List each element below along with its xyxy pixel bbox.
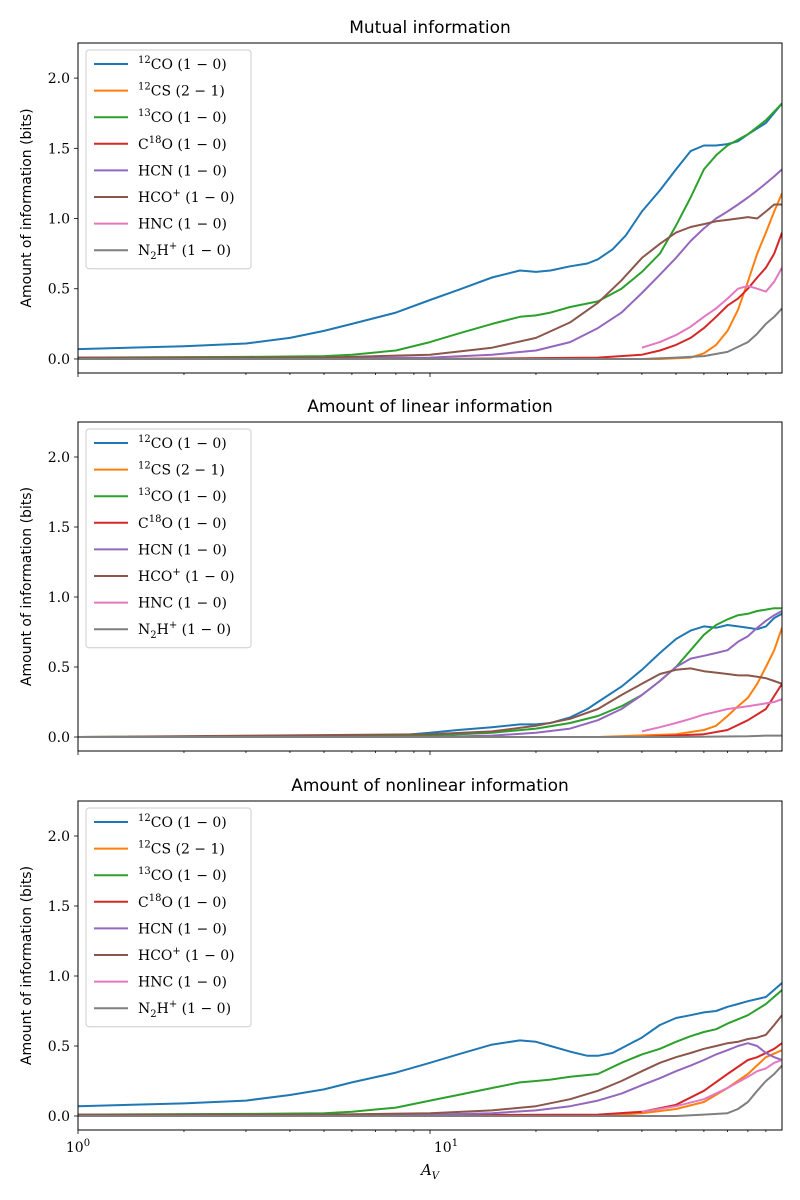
y-axis-label: Amount of information (bits) <box>19 866 35 1065</box>
plot-frame <box>77 800 783 1131</box>
legend-label: HCO+ (1 − 0) <box>138 946 235 964</box>
legend-label: HNC (1 − 0) <box>138 975 227 991</box>
y-tick-label: 0.0 <box>48 352 70 368</box>
series-line <box>78 982 782 1108</box>
legend-label: C18O (1 − 0) <box>138 135 227 153</box>
series-line <box>78 734 782 738</box>
y-tick-label: 1.0 <box>48 212 70 228</box>
legend-label: HCN (1 − 0) <box>138 163 227 179</box>
legend-label: HCN (1 − 0) <box>138 921 227 937</box>
series-line <box>78 1064 782 1117</box>
series-line <box>78 627 782 738</box>
y-tick-label: 0.5 <box>48 282 70 298</box>
series-line <box>78 1042 782 1117</box>
y-tick-label: 2.0 <box>48 829 70 845</box>
series-line <box>78 1014 782 1116</box>
chart-panel-1: Mutual information Amount of information … <box>19 18 783 377</box>
y-tick-label: 1.5 <box>48 520 70 536</box>
legend: 12CO (1 − 0) 12CS (2 − 1) 13CO (1 − 0) C18O… <box>85 49 252 270</box>
legend-label: N2H+ (1 − 0) <box>138 999 231 1020</box>
chart-title: Amount of nonlinear information <box>291 776 569 796</box>
y-tick-label: 0.5 <box>48 1039 70 1055</box>
series-line <box>78 102 782 351</box>
y-tick-label: 1.0 <box>48 590 70 606</box>
series-line <box>78 307 782 360</box>
series-line <box>641 267 782 349</box>
x-tick-label: 100 <box>66 1138 90 1156</box>
series-line <box>78 168 782 360</box>
legend-label: 13CO (1 − 0) <box>138 487 227 505</box>
series-group <box>78 607 782 738</box>
legend-label: 12CS (2 − 1) <box>138 840 225 858</box>
series-line <box>78 1042 782 1117</box>
legend-box <box>85 428 252 649</box>
series-line <box>78 203 782 359</box>
series-line <box>78 102 782 359</box>
series-line <box>78 607 782 738</box>
legend-box <box>85 807 252 1028</box>
series-group <box>78 982 782 1117</box>
y-tick-label: 0.0 <box>48 730 70 746</box>
legend-label: N2H+ (1 − 0) <box>138 620 231 641</box>
series-line <box>78 232 782 360</box>
legend-label: C18O (1 − 0) <box>138 514 227 532</box>
legend-label: HCO+ (1 − 0) <box>138 188 235 206</box>
legend-label: 13CO (1 − 0) <box>138 866 227 884</box>
legend-label: C18O (1 − 0) <box>138 893 227 911</box>
series-line <box>641 1059 782 1113</box>
y-tick-label: 1.0 <box>48 969 70 985</box>
y-tick-label: 1.5 <box>48 899 70 915</box>
x-tick-label: 101 <box>434 1138 458 1156</box>
plot-frame <box>77 42 783 374</box>
series-line <box>78 610 782 738</box>
y-tick-label: 1.5 <box>48 141 70 157</box>
legend-label: 12CS (2 − 1) <box>138 82 225 100</box>
series-line <box>78 612 782 738</box>
legend-label: 12CO (1 − 0) <box>138 434 227 452</box>
y-axis-label: Amount of information (bits) <box>19 108 35 307</box>
chart-panel-3: Amount of nonlinear information Amount of… <box>19 776 783 1182</box>
series-line <box>78 683 782 738</box>
series-line <box>78 667 782 738</box>
legend-label: N2H+ (1 − 0) <box>138 241 231 262</box>
series-line <box>78 989 782 1116</box>
legend-label: HCO+ (1 − 0) <box>138 567 235 585</box>
x-axis-label: AV <box>419 1161 441 1182</box>
legend-label: 12CO (1 − 0) <box>138 55 227 73</box>
y-tick-label: 0.0 <box>48 1109 70 1125</box>
legend-label: 12CS (2 − 1) <box>138 461 225 479</box>
plot-frame <box>77 421 783 752</box>
legend-box <box>85 49 252 270</box>
y-axis-label: Amount of information (bits) <box>19 487 35 686</box>
y-tick-label: 2.0 <box>48 450 70 466</box>
y-tick-label: 0.5 <box>48 660 70 676</box>
chart-title: Amount of linear information <box>307 397 553 417</box>
legend-label: HCN (1 − 0) <box>138 542 227 558</box>
series-group <box>78 102 782 360</box>
chart-title: Mutual information <box>349 18 511 38</box>
legend-label: 12CO (1 − 0) <box>138 813 227 831</box>
legend-label: HNC (1 − 0) <box>138 596 227 612</box>
legend: 12CO (1 − 0) 12CS (2 − 1) 13CO (1 − 0) C18O… <box>85 807 252 1028</box>
chart-panel-2: Amount of linear information Amount of in… <box>19 397 783 755</box>
series-line <box>641 698 782 733</box>
legend-label: 13CO (1 − 0) <box>138 108 227 126</box>
legend: 12CO (1 − 0) 12CS (2 − 1) 13CO (1 − 0) C18O… <box>85 428 252 649</box>
y-tick-label: 2.0 <box>48 71 70 87</box>
legend-label: HNC (1 − 0) <box>138 217 227 233</box>
